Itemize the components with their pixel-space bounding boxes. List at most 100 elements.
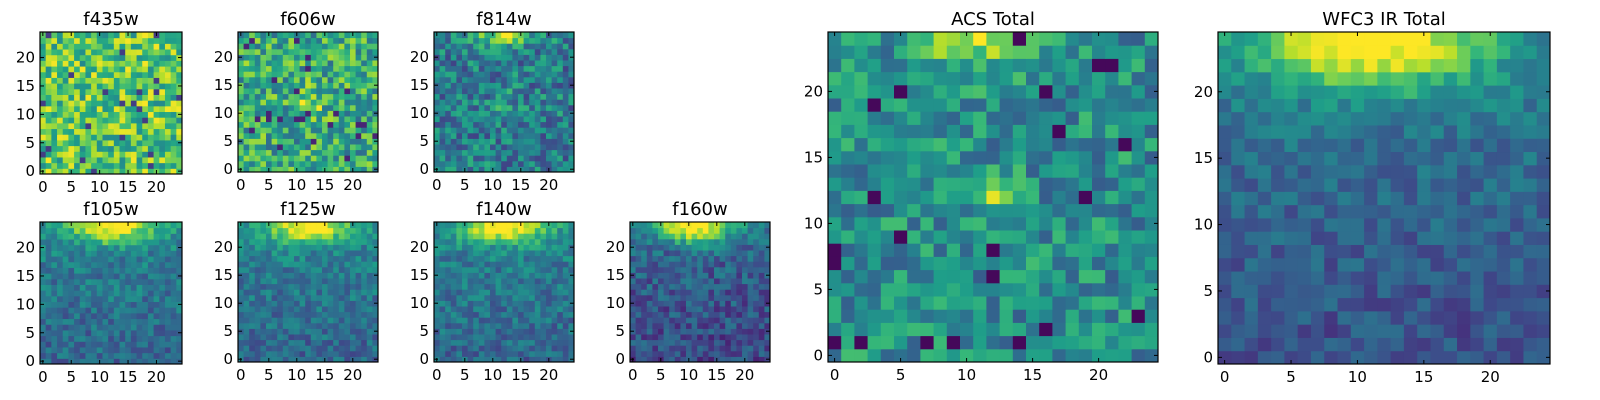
heatmap-cell — [512, 48, 519, 55]
heatmap-cell — [108, 261, 115, 268]
heatmap-cell — [288, 37, 295, 44]
heatmap-cell — [450, 339, 457, 346]
heatmap-cell — [254, 76, 261, 83]
heatmap-cell — [540, 227, 547, 234]
heatmap-cell — [108, 273, 115, 280]
heatmap-cell — [147, 278, 155, 285]
heatmap-cell — [62, 156, 69, 164]
heatmap-cell — [478, 261, 485, 268]
heatmap-cell — [456, 121, 463, 128]
heatmap-cell — [249, 294, 256, 301]
heatmap-cell — [730, 272, 737, 279]
heatmap-cell — [260, 144, 267, 151]
heatmap-cell — [534, 166, 541, 173]
heatmap-cell — [310, 278, 317, 285]
heatmap-cell — [652, 311, 659, 318]
heatmap-cell — [495, 127, 502, 134]
heatmap-cell — [867, 177, 882, 191]
heatmap-cell — [119, 341, 126, 348]
heatmap-cell — [512, 160, 519, 167]
heatmap-cell — [730, 233, 737, 240]
heatmap-cell — [333, 88, 340, 95]
heatmap-cell — [153, 250, 160, 257]
heatmap-cell — [243, 121, 250, 128]
heatmap-cell — [484, 311, 491, 318]
heatmap-cell — [249, 306, 256, 313]
heatmap-cell — [1118, 309, 1133, 323]
heatmap-cell — [91, 77, 98, 84]
heatmap-cell — [170, 239, 177, 246]
heatmap-cell — [946, 177, 961, 191]
heatmap-cell — [434, 76, 441, 83]
heatmap-cell — [327, 37, 334, 44]
heatmap-cell — [316, 138, 323, 145]
heatmap-cell — [506, 138, 513, 145]
heatmap-cell — [529, 60, 536, 67]
heatmap-cell — [153, 227, 160, 234]
heatmap-cell — [663, 317, 670, 324]
heatmap-cell — [113, 267, 121, 274]
heatmap-cell — [68, 122, 75, 130]
heatmap-cell — [960, 216, 974, 231]
heatmap-cell — [450, 121, 457, 128]
heatmap-cell — [506, 82, 513, 89]
heatmap-cell — [338, 127, 345, 134]
heatmap-cell — [753, 350, 760, 357]
heatmap-cell — [344, 54, 351, 61]
heatmap-cells — [828, 32, 1159, 363]
heatmap-cell — [260, 121, 267, 128]
heatmap-cell — [725, 345, 732, 352]
heatmap-cell — [344, 300, 351, 307]
heatmap-cell — [79, 54, 86, 61]
heatmap-cell — [867, 150, 882, 165]
heatmap-cell — [518, 250, 525, 257]
heatmap-cell — [674, 339, 681, 346]
heatmap-cell — [434, 155, 441, 162]
heatmap-cell — [316, 116, 323, 123]
heatmap-cell — [372, 116, 379, 123]
heatmap-cell — [880, 230, 895, 244]
heatmap-cell — [338, 244, 345, 251]
heatmap-cell — [113, 37, 121, 44]
x-tick-label: 10 — [483, 176, 502, 194]
heatmap-cell — [568, 116, 575, 123]
heatmap-cell — [62, 307, 69, 314]
heatmap-cell — [557, 322, 564, 329]
heatmap-cell — [551, 250, 558, 257]
heatmap-cell — [506, 222, 513, 229]
heatmap-cell — [501, 99, 508, 106]
heatmap-cell — [450, 138, 457, 145]
heatmap-cell — [305, 71, 312, 78]
heatmap-cell — [125, 239, 132, 246]
heatmap-cell — [153, 77, 160, 84]
heatmap-cell — [338, 144, 345, 151]
heatmap-cell — [147, 222, 155, 229]
heatmap-cell — [355, 334, 362, 341]
heatmap-cell — [62, 295, 69, 303]
heatmap-cell — [467, 266, 474, 273]
heatmap-cell — [473, 261, 480, 268]
heatmap-cell — [288, 283, 295, 290]
heatmap-cell — [490, 104, 497, 111]
heatmap-cell — [467, 116, 474, 123]
heatmap-cell — [57, 32, 64, 39]
heatmap-cell — [271, 37, 278, 44]
heatmap-cell — [62, 168, 69, 175]
heatmap-cell — [108, 290, 115, 297]
heatmap-cell — [91, 94, 98, 101]
heatmap-cell — [294, 244, 301, 251]
heatmap-cell — [338, 76, 345, 83]
heatmap-cell — [641, 272, 648, 279]
heatmap-cell — [854, 282, 869, 297]
heatmap-cell — [74, 295, 81, 303]
heatmap-cell — [646, 311, 653, 318]
heatmap-cell — [495, 328, 502, 335]
heatmap-cell — [350, 261, 357, 268]
heatmap-cell — [736, 238, 743, 245]
heatmap-cell — [164, 94, 172, 101]
heatmap-cell — [663, 339, 670, 346]
heatmap-cell — [714, 322, 721, 329]
heatmap-cell — [742, 227, 749, 234]
heatmap-cell — [170, 227, 177, 234]
heatmap-cell — [518, 155, 525, 162]
